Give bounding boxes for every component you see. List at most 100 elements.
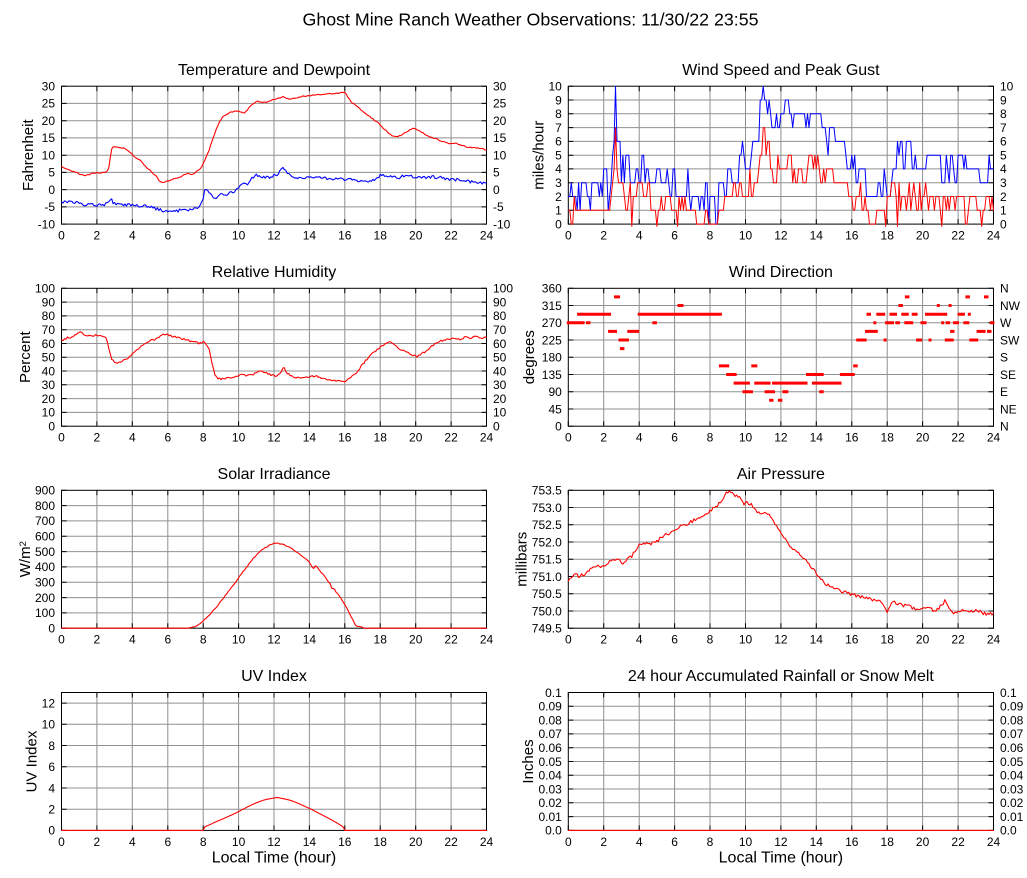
svg-text:10: 10 — [42, 149, 56, 163]
svg-text:4: 4 — [1000, 162, 1007, 176]
svg-text:Inches: Inches — [520, 739, 537, 783]
svg-text:14: 14 — [810, 633, 824, 647]
svg-text:22: 22 — [444, 633, 458, 647]
svg-text:6: 6 — [164, 431, 171, 445]
svg-text:4: 4 — [555, 162, 562, 176]
svg-text:-5: -5 — [493, 200, 504, 214]
svg-text:Percent: Percent — [17, 331, 34, 384]
svg-text:12: 12 — [42, 696, 56, 710]
svg-text:16: 16 — [845, 835, 859, 849]
svg-text:753.5: 753.5 — [532, 484, 562, 498]
svg-text:18: 18 — [374, 431, 388, 445]
svg-text:8: 8 — [707, 431, 714, 445]
svg-text:900: 900 — [35, 484, 55, 498]
svg-text:22: 22 — [951, 835, 965, 849]
svg-text:4: 4 — [636, 835, 643, 849]
svg-text:10: 10 — [232, 633, 246, 647]
svg-text:Solar Irradiance: Solar Irradiance — [218, 466, 331, 483]
svg-text:2: 2 — [94, 431, 101, 445]
svg-text:270: 270 — [542, 316, 562, 330]
svg-text:90: 90 — [42, 295, 56, 309]
svg-text:14: 14 — [303, 229, 317, 243]
svg-text:20: 20 — [409, 431, 423, 445]
svg-text:0: 0 — [58, 633, 65, 647]
svg-text:12: 12 — [774, 229, 788, 243]
svg-text:24: 24 — [987, 633, 1001, 647]
svg-text:0.08: 0.08 — [538, 713, 562, 727]
svg-text:10: 10 — [739, 835, 753, 849]
svg-text:80: 80 — [42, 309, 56, 323]
svg-text:16: 16 — [845, 229, 859, 243]
svg-text:5: 5 — [493, 166, 500, 180]
svg-text:10: 10 — [739, 229, 753, 243]
svg-text:600: 600 — [35, 530, 55, 544]
svg-text:16: 16 — [338, 633, 352, 647]
svg-text:0.09: 0.09 — [1000, 700, 1024, 714]
svg-text:14: 14 — [810, 229, 824, 243]
svg-text:0: 0 — [493, 420, 500, 434]
svg-text:10: 10 — [548, 80, 562, 94]
svg-text:2: 2 — [94, 835, 101, 849]
svg-text:0: 0 — [58, 431, 65, 445]
svg-text:360: 360 — [542, 282, 562, 296]
svg-text:W/m2: W/m2 — [17, 541, 34, 577]
svg-text:70: 70 — [493, 323, 507, 337]
svg-text:10: 10 — [232, 835, 246, 849]
svg-text:10: 10 — [232, 431, 246, 445]
svg-text:6: 6 — [1000, 135, 1007, 149]
svg-text:15: 15 — [493, 131, 507, 145]
svg-text:10: 10 — [232, 229, 246, 243]
svg-text:0.03: 0.03 — [1000, 782, 1024, 796]
svg-text:100: 100 — [35, 606, 55, 620]
svg-text:80: 80 — [493, 309, 507, 323]
svg-text:W: W — [1000, 316, 1012, 330]
svg-text:18: 18 — [881, 835, 895, 849]
svg-text:6: 6 — [164, 835, 171, 849]
svg-text:6: 6 — [164, 229, 171, 243]
svg-text:10: 10 — [739, 633, 753, 647]
svg-text:14: 14 — [810, 431, 824, 445]
svg-text:752.0: 752.0 — [532, 535, 562, 549]
svg-text:4: 4 — [129, 229, 136, 243]
svg-text:10: 10 — [493, 149, 507, 163]
svg-text:6: 6 — [671, 431, 678, 445]
svg-text:0.02: 0.02 — [1000, 796, 1024, 810]
svg-text:0: 0 — [58, 835, 65, 849]
svg-text:UV Index: UV Index — [241, 668, 307, 685]
svg-text:18: 18 — [881, 431, 895, 445]
svg-text:2: 2 — [600, 229, 607, 243]
svg-text:5: 5 — [1000, 149, 1007, 163]
svg-text:0: 0 — [493, 183, 500, 197]
svg-text:0.04: 0.04 — [1000, 769, 1024, 783]
svg-text:20: 20 — [409, 633, 423, 647]
svg-text:18: 18 — [881, 229, 895, 243]
svg-text:300: 300 — [35, 576, 55, 590]
svg-text:5: 5 — [48, 166, 55, 180]
svg-text:18: 18 — [374, 633, 388, 647]
svg-text:6: 6 — [671, 633, 678, 647]
svg-text:12: 12 — [267, 633, 281, 647]
svg-text:24: 24 — [480, 229, 494, 243]
svg-text:0: 0 — [48, 622, 55, 636]
svg-text:2: 2 — [600, 633, 607, 647]
svg-text:400: 400 — [35, 560, 55, 574]
svg-text:750.5: 750.5 — [532, 587, 562, 601]
svg-text:5: 5 — [555, 149, 562, 163]
svg-text:2: 2 — [94, 229, 101, 243]
svg-text:10: 10 — [42, 718, 56, 732]
svg-text:0: 0 — [555, 217, 562, 231]
svg-text:16: 16 — [845, 633, 859, 647]
svg-text:miles/hour: miles/hour — [530, 121, 547, 190]
svg-text:45: 45 — [548, 402, 562, 416]
svg-text:25: 25 — [42, 97, 56, 111]
svg-text:N: N — [1000, 420, 1009, 434]
svg-text:22: 22 — [444, 229, 458, 243]
svg-text:18: 18 — [374, 835, 388, 849]
svg-text:30: 30 — [42, 378, 56, 392]
svg-text:750.0: 750.0 — [532, 604, 562, 618]
svg-text:6: 6 — [671, 229, 678, 243]
svg-text:10: 10 — [42, 406, 56, 420]
svg-text:500: 500 — [35, 545, 55, 559]
svg-text:12: 12 — [267, 431, 281, 445]
svg-text:10: 10 — [493, 406, 507, 420]
